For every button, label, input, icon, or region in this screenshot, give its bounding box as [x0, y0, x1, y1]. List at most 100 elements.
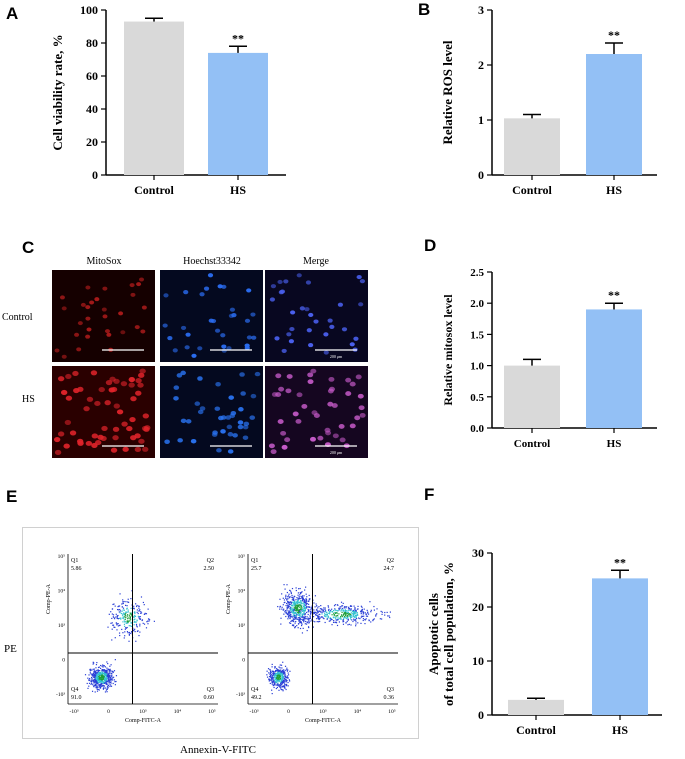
event-dot [107, 680, 109, 682]
cell-nucleus [167, 336, 173, 341]
event-dot [268, 672, 270, 674]
event-dot [315, 611, 317, 614]
cell-nucleus [184, 345, 190, 350]
event-dot [283, 681, 285, 683]
event-dot [124, 635, 126, 637]
event-dot [341, 616, 343, 618]
event-dot [277, 671, 280, 673]
event-dot [303, 616, 305, 618]
cell-nucleus [250, 312, 256, 317]
cell-nucleus [138, 372, 145, 378]
event-dot [346, 615, 348, 617]
event-dot [98, 674, 101, 676]
event-dot [295, 616, 297, 618]
event-dot [288, 679, 290, 681]
event-dot [277, 679, 279, 682]
event-dot [140, 611, 142, 613]
event-dot [112, 624, 114, 626]
cell-nucleus [134, 446, 142, 452]
event-dot [108, 680, 110, 683]
event-dot [305, 586, 307, 588]
event-dot [306, 629, 308, 632]
event-dot [305, 623, 308, 625]
event-dot [342, 614, 344, 617]
event-dot [281, 677, 284, 679]
event-dot [292, 618, 294, 620]
event-dot [308, 598, 310, 600]
event-dot [285, 678, 287, 681]
event-dot [281, 681, 283, 684]
event-dot [102, 684, 104, 686]
event-dot [111, 670, 113, 672]
event-dot [280, 688, 282, 690]
event-dot [308, 626, 310, 629]
cell-nucleus [310, 368, 317, 374]
event-dot [112, 624, 115, 626]
event-dot [109, 672, 111, 674]
event-dot [301, 591, 303, 593]
event-dot [105, 680, 107, 682]
event-dot [114, 681, 116, 683]
event-dot [344, 615, 346, 617]
event-dot [342, 620, 345, 623]
cell-nucleus [102, 314, 108, 319]
cell-nucleus [281, 348, 287, 353]
event-dot [99, 687, 101, 689]
cell-nucleus [180, 418, 187, 424]
cell-nucleus [296, 273, 302, 278]
event-dot [314, 611, 316, 613]
event-dot [110, 622, 112, 624]
event-dot [271, 670, 273, 672]
event-dot [356, 613, 359, 615]
event-dot [317, 621, 320, 623]
event-dot [349, 610, 352, 612]
event-dot [96, 690, 99, 692]
event-dot [109, 665, 111, 667]
cell-nucleus [85, 316, 91, 321]
event-dot [302, 609, 305, 612]
event-dot [143, 623, 146, 625]
event-dot [277, 677, 279, 679]
event-dot [110, 672, 113, 675]
event-dot [305, 618, 307, 620]
event-dot [293, 618, 295, 621]
event-dot [358, 617, 360, 619]
chart-f-significance: ** [614, 555, 626, 569]
event-dot [316, 610, 319, 612]
event-dot [94, 678, 96, 681]
event-dot [290, 592, 292, 595]
cell-nucleus [199, 406, 206, 411]
event-dot [300, 605, 302, 607]
cell-nucleus [349, 381, 356, 387]
event-dot [304, 613, 306, 615]
cell-nucleus [278, 290, 284, 295]
event-dot [95, 685, 98, 687]
event-dot [343, 612, 346, 614]
event-dot [324, 613, 326, 616]
event-dot [98, 675, 101, 677]
event-dot [96, 675, 98, 677]
event-dot [144, 613, 146, 615]
event-dot [270, 674, 273, 676]
event-dot [280, 689, 283, 691]
cell-nucleus [327, 388, 334, 394]
event-dot [278, 675, 280, 677]
event-dot [297, 594, 299, 596]
event-dot [297, 603, 299, 605]
event-dot [277, 671, 279, 673]
event-dot [129, 616, 132, 618]
cell-nucleus [130, 435, 137, 441]
event-dot [311, 620, 313, 622]
event-dot [304, 589, 306, 591]
cell-nucleus [313, 319, 319, 324]
event-dot [93, 671, 96, 673]
cell-nucleus [345, 391, 352, 396]
event-dot [276, 673, 278, 675]
event-dot [128, 625, 130, 627]
event-dot [272, 676, 274, 679]
event-dot [307, 606, 309, 608]
event-dot [132, 607, 134, 609]
event-dot [324, 615, 326, 617]
